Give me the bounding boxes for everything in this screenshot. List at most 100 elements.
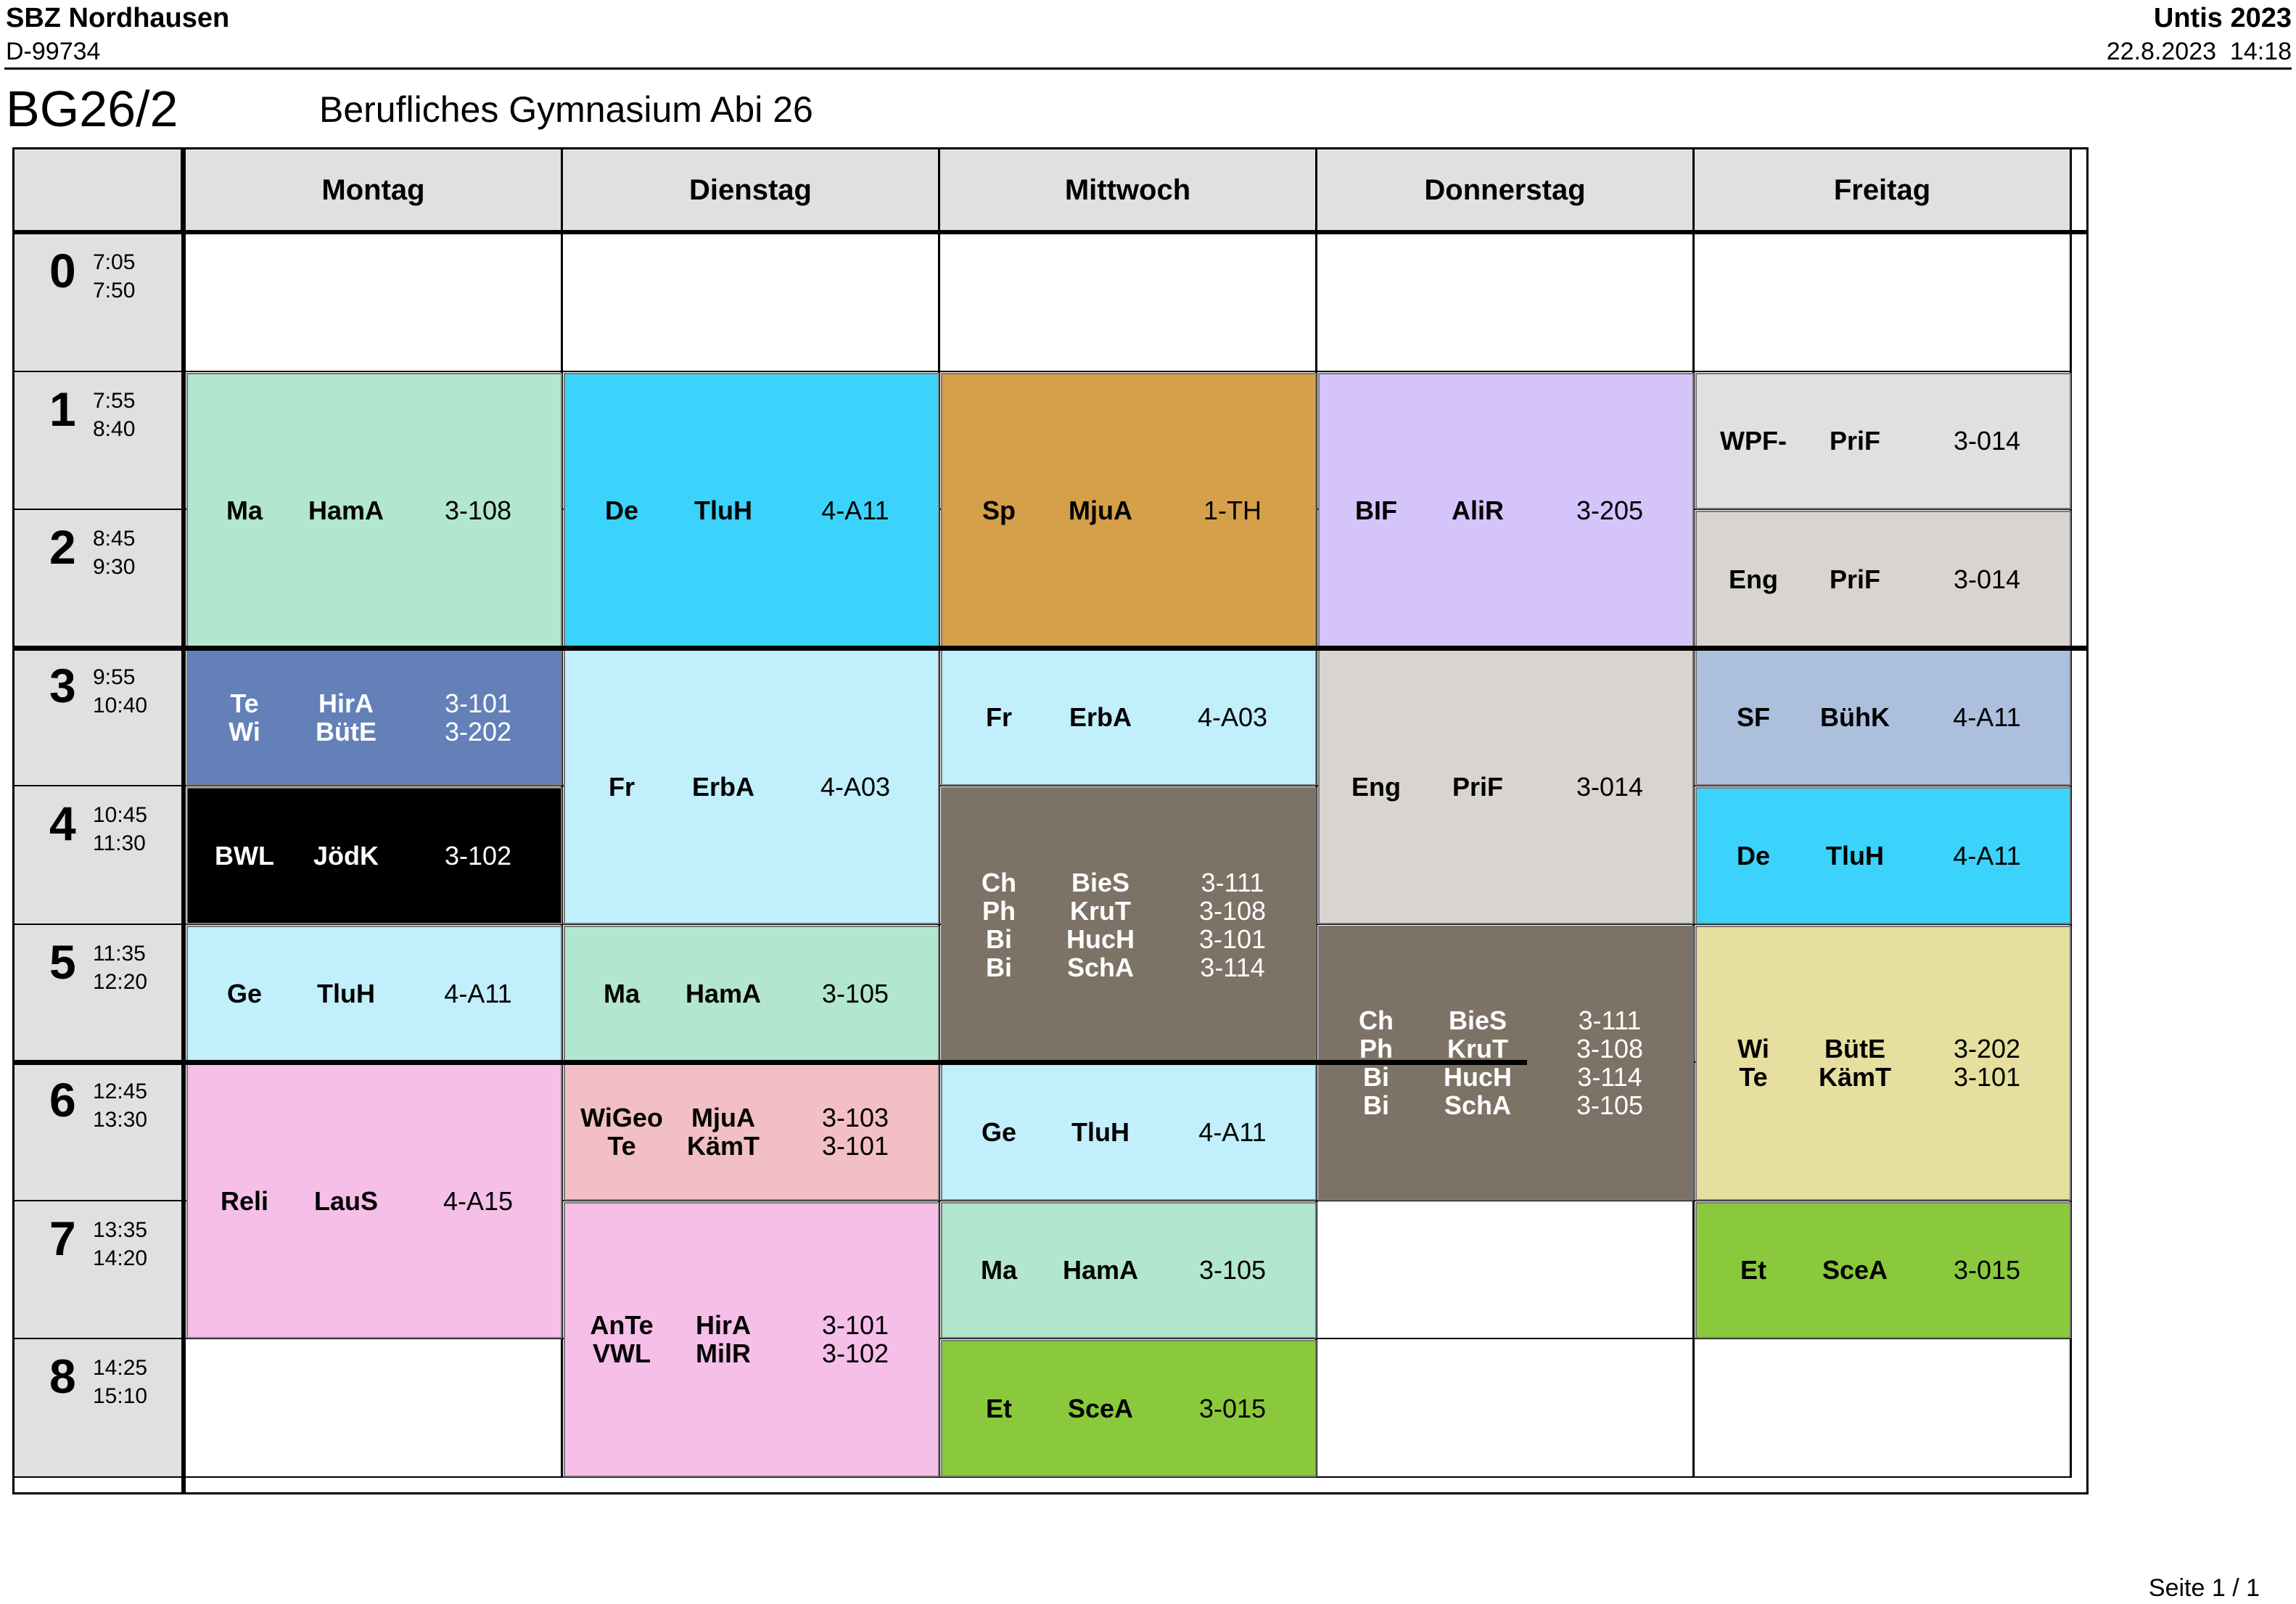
period-end-time: 10:40 <box>93 693 148 717</box>
lesson-teacher: KämT <box>686 1131 760 1161</box>
lesson-block[interactable]: BWL JödK 3-102 <box>186 787 562 924</box>
lesson-entry: Et SceA 3-015 <box>1697 1256 2070 1284</box>
lesson-teacher: PriF <box>1829 426 1881 456</box>
lesson-block[interactable]: BIF AliR 3-205 <box>1318 372 1694 648</box>
period-end-time: 13:30 <box>93 1108 148 1132</box>
lesson-entry: Wi BütE 3-202 <box>188 717 561 746</box>
lesson-block[interactable]: De TluH 4-A11 <box>1695 787 2071 924</box>
lesson-subject: Bi <box>986 952 1012 982</box>
period-start-time: 10:45 <box>93 803 148 827</box>
lesson-entry: De TluH 4-A11 <box>1697 842 2070 870</box>
lesson-subject: Ge <box>226 979 263 1009</box>
lesson-block[interactable]: AnTe HirA 3-101 VWL MilR 3-102 <box>564 1201 939 1477</box>
lesson-room: 4-A15 <box>443 1186 514 1216</box>
lesson-block[interactable]: De TluH 4-A11 <box>564 372 939 648</box>
lesson-room: 4-A11 <box>1953 840 2021 871</box>
period-cell: 8 14:25 15:10 <box>15 1339 183 1478</box>
lesson-entry: Ge TluH 4-A11 <box>942 1118 1315 1146</box>
lesson-teacher: TluH <box>1826 840 1884 871</box>
lesson-block[interactable]: Eng PriF 3-014 <box>1695 511 2071 648</box>
lesson-block[interactable]: Te HirA 3-101 Wi BütE 3-202 <box>186 649 562 786</box>
period-number: 6 <box>49 1073 76 1127</box>
lesson-block[interactable]: Sp MjuA 1-TH <box>941 372 1317 648</box>
lesson-teacher: SchA <box>1066 952 1135 982</box>
period-end-time: 15:10 <box>93 1384 148 1408</box>
lesson-teacher: ErbA <box>1069 702 1132 733</box>
lesson-room: 3-202 <box>444 716 512 747</box>
lesson-subject: Ma <box>603 979 641 1009</box>
lesson-subject: Wi <box>1737 1034 1769 1064</box>
lesson-entry: Te KämT 3-101 <box>565 1132 938 1160</box>
period-end-time: 11:30 <box>93 831 146 855</box>
lesson-subject: AnTe <box>590 1310 654 1340</box>
lesson-teacher: HirA <box>695 1310 752 1340</box>
lesson-block[interactable]: Eng PriF 3-014 <box>1318 649 1694 924</box>
lesson-block[interactable]: Wi BütE 3-202 Te KämT 3-101 <box>1695 925 2071 1201</box>
break-line-after-period-5 <box>15 1060 1527 1065</box>
lesson-room: 4-A11 <box>821 495 889 525</box>
lesson-block[interactable]: Fr ErbA 4-A03 <box>941 649 1317 786</box>
lesson-subject: Ph <box>982 895 1016 926</box>
lesson-room: 3-105 <box>821 979 889 1009</box>
lesson-teacher: BütE <box>316 716 377 747</box>
lesson-teacher: JödK <box>313 840 379 871</box>
lesson-block[interactable]: Fr ErbA 4-A03 <box>564 649 939 924</box>
lesson-teacher: BühK <box>1820 702 1890 733</box>
lesson-teacher: HamA <box>308 495 384 525</box>
lesson-block[interactable]: Ge TluH 4-A11 <box>941 1064 1317 1201</box>
lesson-entry: SF BühK 4-A11 <box>1697 703 2070 731</box>
lesson-room: 3-111 <box>1201 867 1264 897</box>
lesson-room: 3-103 <box>821 1103 889 1133</box>
lesson-block[interactable]: Ge TluH 4-A11 <box>186 925 562 1062</box>
lesson-entry: Eng PriF 3-014 <box>1320 773 1692 801</box>
period-number: 7 <box>49 1211 76 1265</box>
period-number: 5 <box>49 934 76 989</box>
lesson-room: 4-A03 <box>820 771 891 802</box>
lesson-room: 3-108 <box>1576 1034 1644 1064</box>
lesson-subject: Ge <box>981 1116 1017 1147</box>
period-start-time: 8:45 <box>93 527 136 551</box>
lesson-teacher: AliR <box>1452 495 1504 525</box>
lesson-room: 3-108 <box>444 495 512 525</box>
period-times: 7:05 7:50 <box>93 248 135 305</box>
period-start-time: 7:05 <box>93 250 136 274</box>
lesson-subject: VWL <box>593 1338 651 1368</box>
period-start-time: 9:55 <box>93 665 136 689</box>
lesson-teacher: KämT <box>1818 1062 1892 1092</box>
day-header-montag: Montag <box>186 149 563 231</box>
lesson-block[interactable]: Ma HamA 3-108 <box>186 372 562 648</box>
corner-cell <box>15 149 183 231</box>
lesson-block[interactable]: Ch BieS 3-111 Ph KruT 3-108 Bi HucH 3-101 Bi SchA 3… <box>941 787 1317 1062</box>
day-header-freitag: Freitag <box>1695 149 2072 231</box>
lesson-teacher: HucH <box>1443 1062 1513 1092</box>
lesson-block[interactable]: Et SceA 3-015 <box>941 1340 1317 1477</box>
lesson-block[interactable]: Ma HamA 3-105 <box>941 1201 1317 1338</box>
lesson-block[interactable]: Et SceA 3-015 <box>1695 1201 2071 1338</box>
lesson-subject: Ch <box>1359 1005 1394 1035</box>
lesson-subject: Bi <box>986 924 1012 954</box>
lesson-teacher: TluH <box>1071 1116 1130 1147</box>
lesson-teacher: HucH <box>1066 924 1135 954</box>
period-end-time: 12:20 <box>93 969 148 994</box>
lesson-block[interactable]: Ma HamA 3-105 <box>564 925 939 1062</box>
lesson-block[interactable]: WiGeo MjuA 3-103 Te KämT 3-101 <box>564 1064 939 1201</box>
header-left: SBZ Nordhausen D-99734 <box>6 1 229 68</box>
lesson-room: 3-114 <box>1577 1062 1642 1092</box>
lesson-subject: WiGeo <box>580 1103 663 1133</box>
period-times: 10:45 11:30 <box>93 801 147 857</box>
period-times: 12:45 13:30 <box>93 1077 147 1134</box>
header-bottom-line <box>15 230 2086 234</box>
lesson-entry: WiGeo MjuA 3-103 <box>565 1103 938 1132</box>
lesson-entry: Ge TluH 4-A11 <box>188 979 561 1008</box>
lesson-entry: Ph KruT 3-108 <box>942 897 1315 925</box>
lesson-room: 3-102 <box>821 1338 889 1368</box>
lesson-block[interactable]: Reli LauS 4-A15 <box>186 1064 562 1338</box>
print-timestamp: 22.8.2023 14:18 <box>2106 38 2292 65</box>
lesson-room: 3-101 <box>821 1131 889 1161</box>
lesson-block[interactable]: SF BühK 4-A11 <box>1695 649 2071 786</box>
lesson-room: 3-205 <box>1576 495 1644 525</box>
break-line-after-period-2 <box>15 645 2086 651</box>
lesson-entry: Et SceA 3-015 <box>942 1394 1315 1423</box>
period-start-time: 12:45 <box>93 1079 148 1103</box>
lesson-block[interactable]: WPF- PriF 3-014 <box>1695 372 2071 509</box>
